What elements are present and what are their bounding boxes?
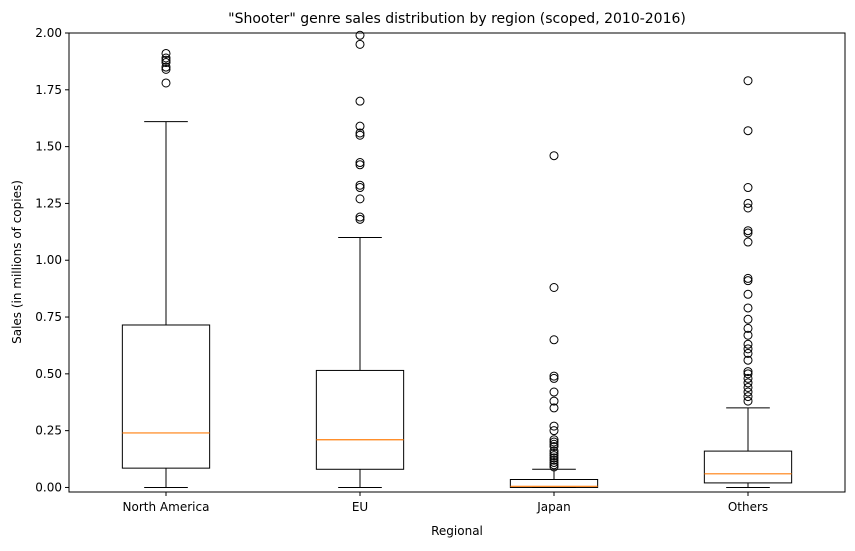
chart-title: "Shooter" genre sales distribution by re… bbox=[228, 11, 686, 27]
y-tick-label: 0.00 bbox=[35, 480, 62, 494]
outlier-point bbox=[743, 273, 753, 283]
outlier-point bbox=[743, 387, 753, 397]
outlier-point bbox=[743, 303, 753, 313]
outlier-point bbox=[355, 158, 365, 168]
outlier-point bbox=[743, 203, 753, 213]
outlier-point bbox=[743, 76, 753, 86]
outlier-point bbox=[355, 160, 365, 170]
outlier-point bbox=[549, 442, 559, 452]
outlier-point bbox=[743, 367, 753, 377]
outlier-point bbox=[743, 323, 753, 333]
outlier-point bbox=[161, 64, 171, 74]
y-tick-label: 0.50 bbox=[35, 367, 62, 381]
outlier-point bbox=[549, 437, 559, 447]
outlier-point bbox=[743, 355, 753, 365]
outlier-point bbox=[161, 78, 171, 88]
outlier-point bbox=[549, 435, 559, 445]
outlier-point bbox=[743, 237, 753, 247]
outlier-point bbox=[161, 58, 171, 68]
outlier-point bbox=[549, 426, 559, 436]
outlier-point bbox=[549, 387, 559, 397]
outlier-point bbox=[549, 457, 559, 467]
outlier-point bbox=[161, 53, 171, 63]
outlier-point bbox=[549, 462, 559, 472]
outlier-point bbox=[743, 330, 753, 340]
box-iqr bbox=[509, 479, 599, 488]
outlier-point bbox=[743, 373, 753, 383]
outlier-point bbox=[355, 130, 365, 140]
box-iqr bbox=[703, 450, 793, 484]
y-tick-label: 1.25 bbox=[35, 196, 62, 210]
outlier-point bbox=[355, 212, 365, 222]
outlier-point bbox=[355, 194, 365, 204]
outlier-point bbox=[161, 48, 171, 58]
plot-area: 0.00 0.25 0.50 0.75 1.00 1.25 1.50 1.75 2.00 Nort… bbox=[35, 26, 846, 514]
y-axis-label: Sales (in millions of copies) bbox=[10, 180, 24, 344]
box-iqr bbox=[121, 324, 211, 469]
outlier-point bbox=[549, 151, 559, 161]
outlier-point bbox=[355, 39, 365, 49]
outlier-point bbox=[355, 214, 365, 224]
y-tick-label: 2.00 bbox=[35, 26, 62, 40]
x-axis-label: Regional bbox=[431, 524, 483, 538]
y-tick-label: 1.50 bbox=[35, 140, 62, 154]
outlier-point bbox=[549, 371, 559, 381]
outlier-point bbox=[549, 446, 559, 456]
outlier-point bbox=[743, 339, 753, 349]
outlier-point bbox=[549, 448, 559, 458]
outlier-point bbox=[549, 403, 559, 413]
outlier-point bbox=[549, 439, 559, 449]
outlier-point bbox=[355, 96, 365, 106]
outlier-point bbox=[355, 121, 365, 131]
x-tick-label: Others bbox=[728, 500, 768, 514]
outlier-point bbox=[549, 455, 559, 465]
outlier-point bbox=[355, 128, 365, 138]
outlier-point bbox=[549, 460, 559, 470]
box-iqr bbox=[315, 369, 405, 470]
outlier-point bbox=[743, 126, 753, 136]
outlier-point bbox=[355, 180, 365, 190]
outlier-point bbox=[743, 344, 753, 354]
outlier-point bbox=[743, 392, 753, 402]
x-tick-label: Japan bbox=[536, 500, 570, 514]
outlier-point bbox=[743, 226, 753, 236]
outlier-point bbox=[355, 30, 365, 40]
outlier-point bbox=[743, 314, 753, 324]
y-tick-label: 0.25 bbox=[35, 424, 62, 438]
outlier-point bbox=[743, 378, 753, 388]
outlier-point bbox=[549, 282, 559, 292]
outlier-point bbox=[549, 373, 559, 383]
outlier-point bbox=[743, 289, 753, 299]
y-tick-label: 1.75 bbox=[35, 83, 62, 97]
outlier-point bbox=[549, 453, 559, 463]
outlier-point bbox=[743, 228, 753, 238]
outlier-point bbox=[549, 396, 559, 406]
outlier-point bbox=[549, 335, 559, 345]
outlier-point bbox=[743, 369, 753, 379]
outlier-point bbox=[743, 348, 753, 358]
x-tick-label: North America bbox=[123, 500, 210, 514]
outlier-point bbox=[355, 183, 365, 193]
y-tick-label: 1.00 bbox=[35, 253, 62, 267]
outlier-point bbox=[743, 183, 753, 193]
outlier-point bbox=[743, 198, 753, 208]
outlier-point bbox=[549, 421, 559, 431]
outlier-point bbox=[743, 276, 753, 286]
x-tick-label: EU bbox=[352, 500, 368, 514]
outlier-point bbox=[161, 62, 171, 72]
outlier-point bbox=[161, 55, 171, 65]
outlier-point bbox=[549, 451, 559, 461]
y-tick-label: 0.75 bbox=[35, 310, 62, 324]
outlier-point bbox=[743, 382, 753, 392]
plot-frame bbox=[68, 32, 846, 493]
outlier-point bbox=[743, 396, 753, 406]
